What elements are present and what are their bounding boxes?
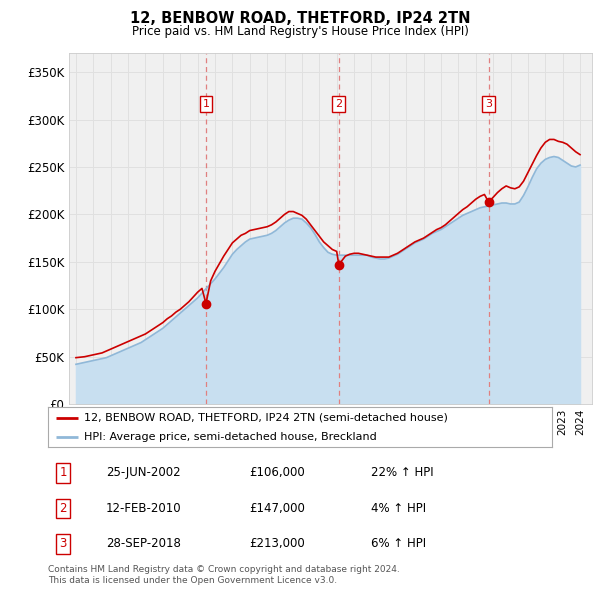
Text: 6% ↑ HPI: 6% ↑ HPI — [371, 537, 425, 550]
Text: 12, BENBOW ROAD, THETFORD, IP24 2TN (semi-detached house): 12, BENBOW ROAD, THETFORD, IP24 2TN (sem… — [84, 413, 448, 423]
Text: 2: 2 — [59, 502, 67, 515]
Text: 28-SEP-2018: 28-SEP-2018 — [106, 537, 181, 550]
Text: Price paid vs. HM Land Registry's House Price Index (HPI): Price paid vs. HM Land Registry's House … — [131, 25, 469, 38]
Text: 1: 1 — [202, 99, 209, 109]
Text: 22% ↑ HPI: 22% ↑ HPI — [371, 467, 433, 480]
Text: HPI: Average price, semi-detached house, Breckland: HPI: Average price, semi-detached house,… — [84, 432, 377, 442]
Text: 2: 2 — [335, 99, 343, 109]
Text: 3: 3 — [485, 99, 492, 109]
Text: 12-FEB-2010: 12-FEB-2010 — [106, 502, 182, 515]
Text: £147,000: £147,000 — [250, 502, 305, 515]
Text: £106,000: £106,000 — [250, 467, 305, 480]
Text: 4% ↑ HPI: 4% ↑ HPI — [371, 502, 425, 515]
Text: 1: 1 — [59, 467, 67, 480]
Text: 12, BENBOW ROAD, THETFORD, IP24 2TN: 12, BENBOW ROAD, THETFORD, IP24 2TN — [130, 11, 470, 25]
Text: 25-JUN-2002: 25-JUN-2002 — [106, 467, 181, 480]
Text: £213,000: £213,000 — [250, 537, 305, 550]
Text: Contains HM Land Registry data © Crown copyright and database right 2024.
This d: Contains HM Land Registry data © Crown c… — [48, 565, 400, 585]
Text: 3: 3 — [59, 537, 67, 550]
